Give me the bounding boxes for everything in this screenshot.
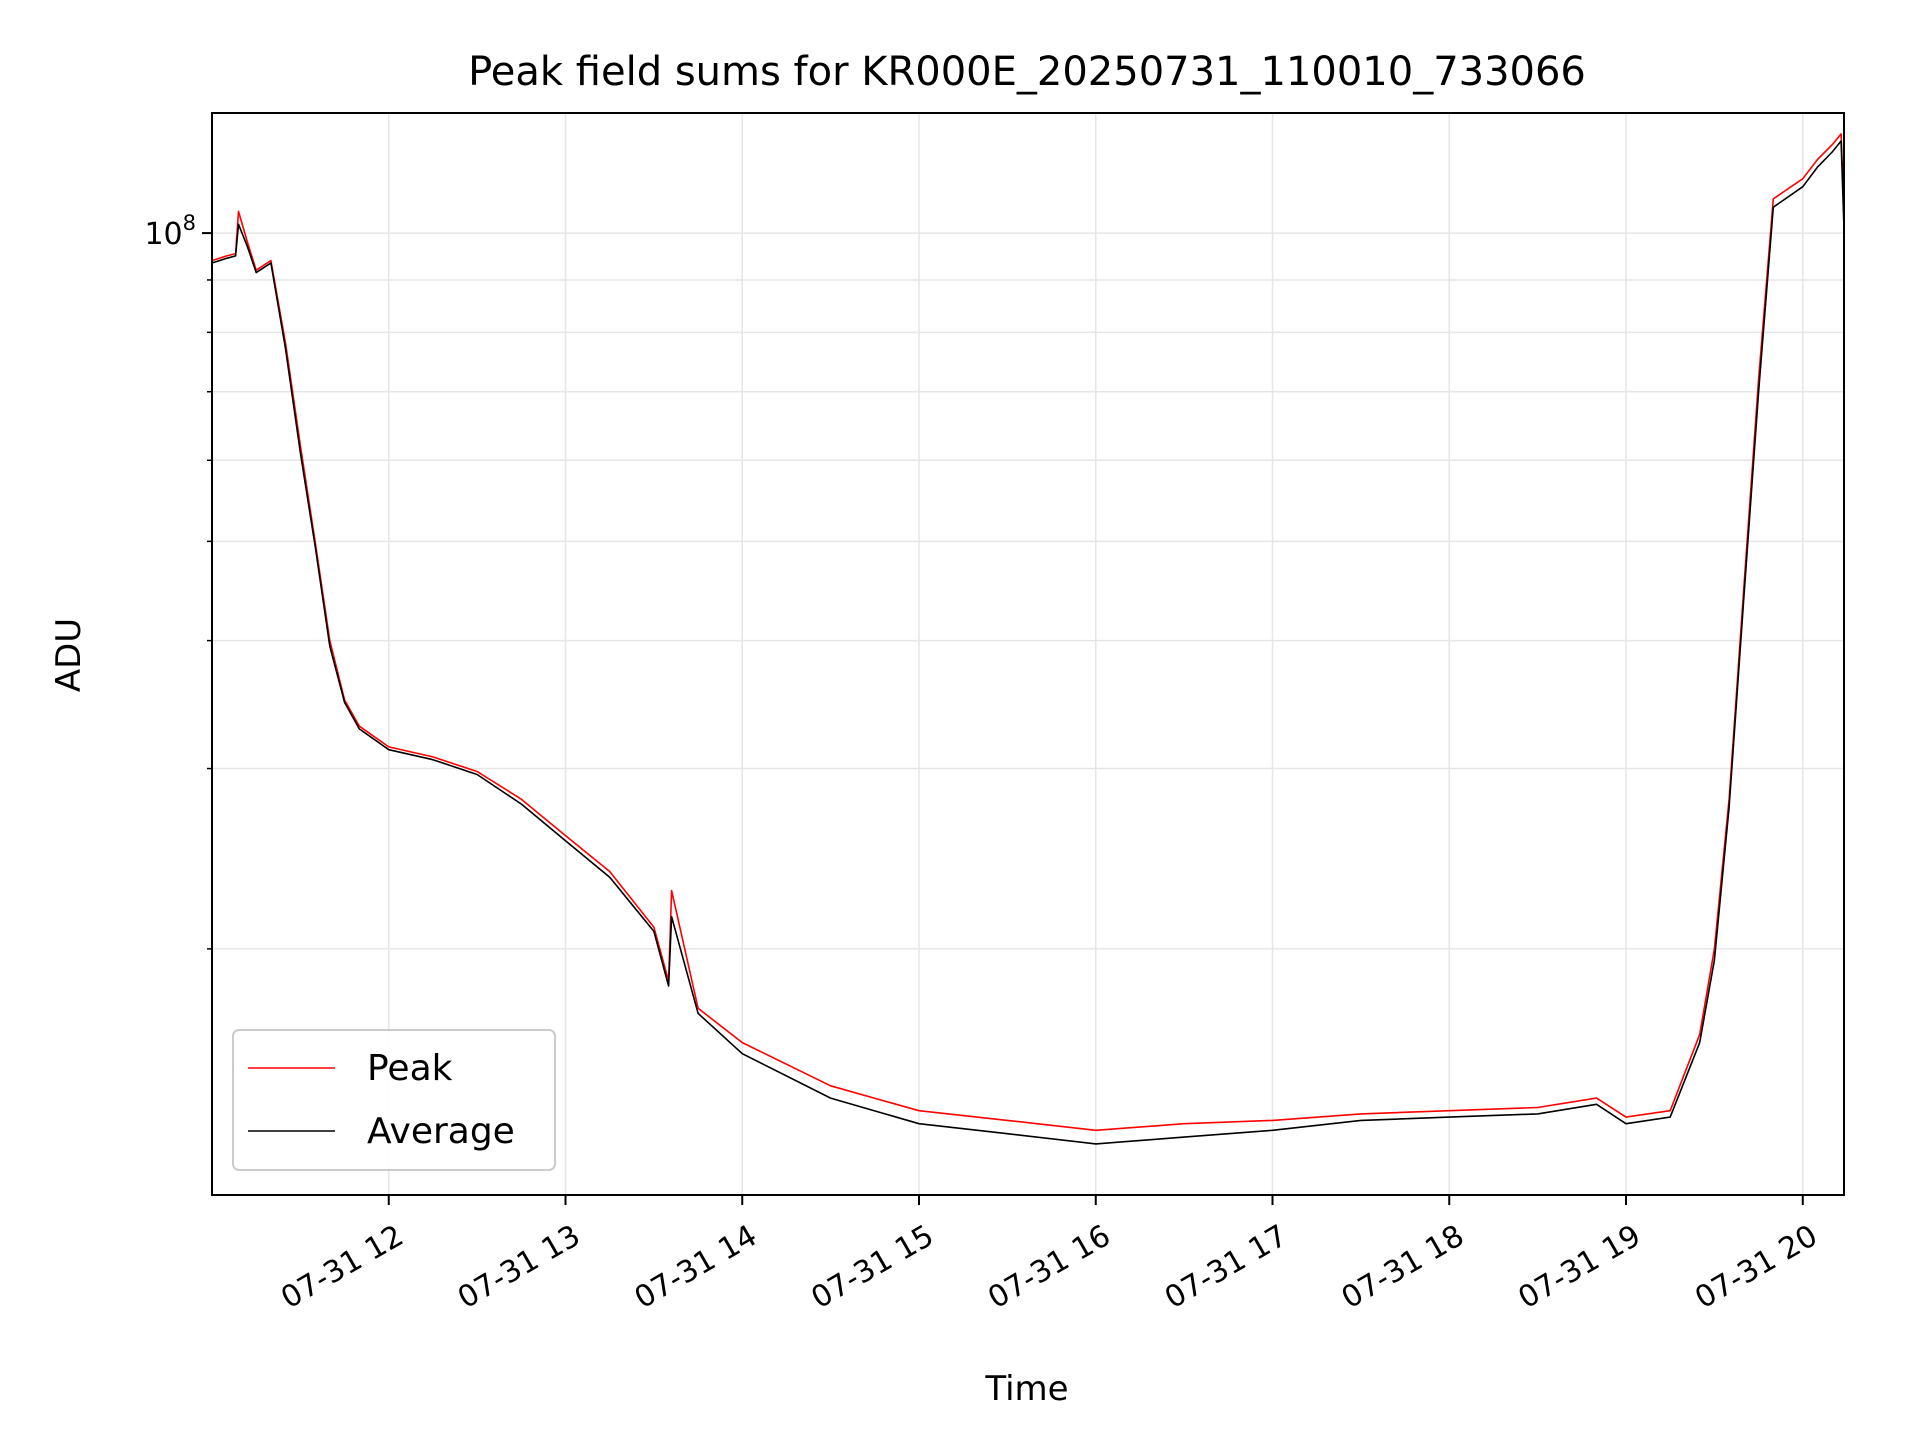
grid-lines (212, 113, 1844, 1195)
series-lines (211, 133, 1845, 1145)
plot-frame (211, 112, 1845, 1196)
y-axis-label: ADU (49, 618, 89, 692)
chart-title: Peak field sums for KR000E_20250731_1100… (468, 49, 1586, 95)
y-tick-label: 108 (144, 211, 196, 252)
x-axis-label: Time (984, 1369, 1068, 1409)
legend-label-peak: Peak (367, 1048, 453, 1089)
series-line-average (211, 140, 1845, 1145)
legend-box (232, 1029, 556, 1171)
y-axis-ticks: 108 (144, 211, 212, 950)
legend: Peak Average (232, 1029, 556, 1171)
legend-label-average: Average (367, 1111, 515, 1152)
